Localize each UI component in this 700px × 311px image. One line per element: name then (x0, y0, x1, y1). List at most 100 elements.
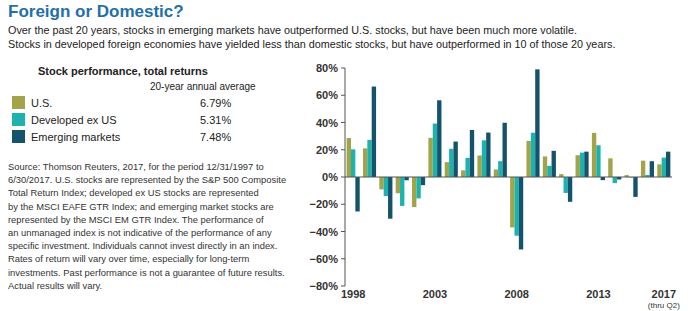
bar (449, 149, 453, 177)
bar (379, 177, 383, 189)
legend-label: Developed ex US (31, 114, 117, 126)
bar (388, 177, 392, 219)
bar (461, 170, 465, 177)
legend-average: 5.31% (200, 114, 231, 126)
bar (384, 177, 388, 196)
bar (657, 164, 661, 177)
y-tick (341, 68, 345, 69)
subtitle: Stocks in developed foreign economies ha… (8, 38, 615, 50)
bar (372, 87, 376, 177)
y-tick-label: −80% (310, 280, 339, 292)
bar (535, 69, 539, 177)
bar (564, 177, 568, 193)
bar (552, 151, 556, 177)
bar (347, 138, 351, 177)
bar (494, 170, 498, 177)
y-tick-label: −40% (310, 226, 339, 238)
y-tick-label: −20% (310, 198, 339, 210)
bar (596, 145, 600, 177)
source-note: 6/30/2017. U.S. stocks are represented b… (8, 174, 286, 185)
bar (666, 152, 670, 177)
source-note: Rates of return will vary over time, esp… (8, 253, 249, 264)
chart-root: Foreign or Domestic? Over the past 20 yea… (0, 0, 700, 311)
source-note: Source: Thomson Reuters, 2017, for the p… (8, 161, 264, 172)
bar (421, 177, 425, 185)
x-tick-label: 2013 (586, 288, 610, 300)
y-tick (341, 258, 345, 259)
bar (650, 161, 654, 177)
x-tick-label: 2008 (504, 288, 528, 300)
title: Foreign or Domestic? (8, 2, 184, 21)
bar (470, 130, 474, 177)
y-tick (341, 149, 345, 150)
bar (662, 158, 666, 177)
y-tick-label: 20% (316, 144, 338, 156)
annotation: (thru Q2) (648, 301, 680, 310)
zero-line (345, 177, 672, 178)
bar (580, 153, 584, 177)
bar (608, 158, 612, 177)
bar (543, 156, 547, 177)
source-note: specific investment. Individuals cannot … (8, 240, 277, 251)
y-tick-label: 0% (322, 171, 338, 183)
bar (641, 161, 645, 177)
legend-average: 7.48% (200, 131, 231, 143)
bar (613, 177, 617, 183)
y-tick (341, 122, 345, 123)
source-note: investments. Past performance is not a g… (8, 267, 285, 278)
source-note: an unmanaged index is not indicative of … (8, 227, 272, 238)
legend-label: U.S. (31, 97, 52, 109)
bar (412, 177, 416, 207)
y-tick-label: 60% (316, 89, 338, 101)
y-tick (341, 95, 345, 96)
x-tick-label: 2017 (652, 288, 676, 300)
bar (510, 177, 514, 227)
bar (592, 133, 596, 177)
y-tick (341, 204, 345, 205)
bar (465, 158, 469, 177)
subtitle: Over the past 20 years, stocks in emergi… (8, 24, 577, 36)
x-tick-label: 1998 (341, 288, 365, 300)
legend-average: 6.79% (200, 97, 231, 109)
bar (477, 155, 481, 177)
bar (351, 149, 355, 177)
bar (584, 152, 588, 177)
bar (519, 177, 523, 249)
bar (428, 138, 432, 177)
source-note: by the MSCI EAFE GTR Index; and emerging… (8, 201, 274, 212)
bar (453, 142, 457, 177)
y-tick-label: −60% (310, 253, 339, 265)
source-note: Total Return Index; developed ex US stoc… (8, 187, 259, 198)
y-tick (341, 231, 345, 232)
bar (363, 148, 367, 177)
bar (576, 155, 580, 177)
bar (568, 177, 572, 202)
source-note: represented by the MSCI EM GTR Index. Th… (8, 214, 264, 225)
legend-swatch (12, 96, 25, 109)
source-note: Actual results will vary. (8, 280, 102, 291)
bar (503, 123, 507, 177)
legend-title: Stock performance, total returns (38, 65, 208, 77)
y-tick-label: 40% (316, 117, 338, 129)
y-tick (341, 177, 345, 178)
bar (486, 133, 490, 177)
bar (437, 100, 441, 177)
y-tick (341, 286, 345, 287)
legend-swatch (12, 113, 25, 126)
bar (498, 161, 502, 177)
legend-swatch (12, 130, 25, 143)
bar (547, 166, 551, 177)
bars (347, 69, 671, 249)
bar (445, 162, 449, 177)
bar (633, 177, 637, 197)
bar (526, 141, 530, 177)
chart: Foreign or Domestic? Over the past 20 yea… (0, 0, 700, 311)
bar (531, 133, 535, 177)
bar (482, 140, 486, 177)
legend-label: Emerging markets (31, 131, 121, 143)
bar (400, 177, 404, 206)
bar (396, 177, 400, 193)
x-tick-label: 2003 (423, 288, 447, 300)
bar (433, 124, 437, 177)
bar (367, 140, 371, 177)
